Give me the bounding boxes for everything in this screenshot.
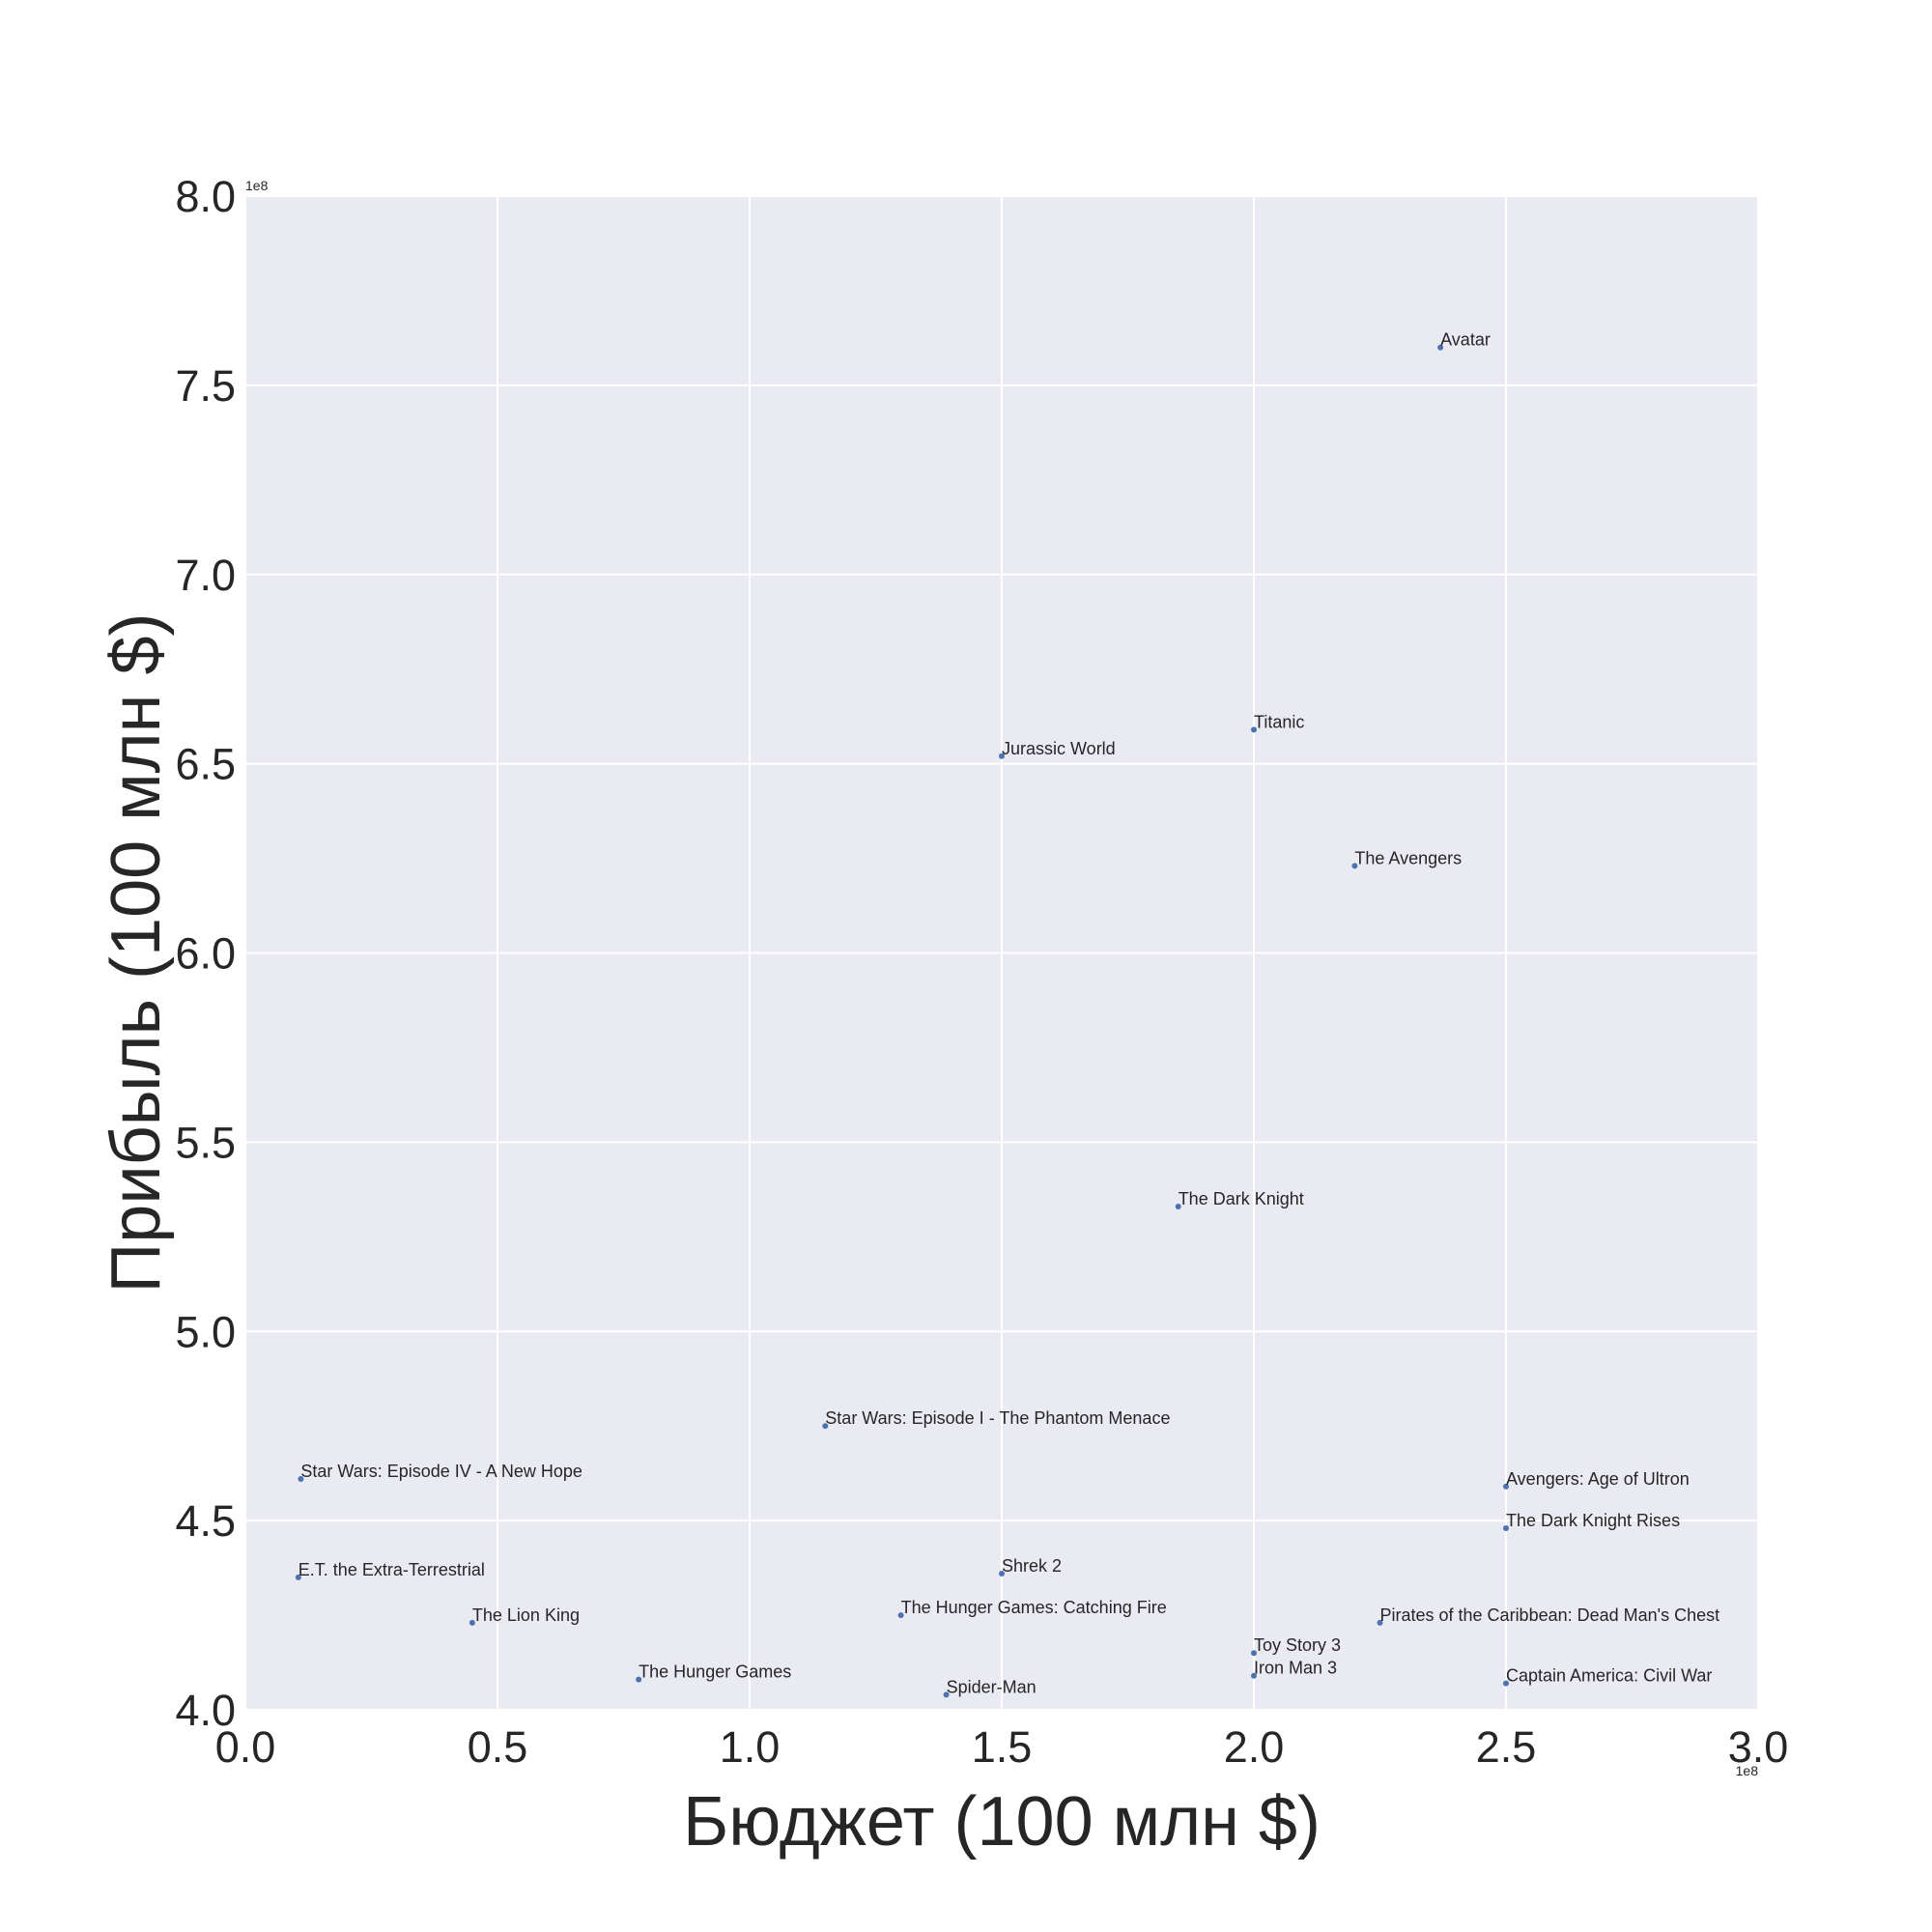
point-label: The Lion King [472, 1605, 580, 1625]
y-offset-label: 1e8 [245, 178, 269, 193]
y-tick-label: 7.5 [175, 361, 236, 411]
data-point [295, 1574, 301, 1580]
y-tick-label: 5.0 [175, 1307, 236, 1356]
data-point [897, 1612, 904, 1619]
data-point [1251, 726, 1257, 733]
y-tick-label: 7.0 [175, 551, 236, 600]
y-axis-title: Прибыль (100 млн $) [98, 613, 175, 1293]
data-point [1503, 1524, 1509, 1531]
data-point [1175, 1203, 1181, 1209]
x-tick-label: 0.5 [468, 1722, 528, 1772]
point-label: The Dark Knight [1179, 1189, 1304, 1208]
y-tick-labels: 4.0 4.5 5.0 5.5 6.0 6.5 7.0 7.5 8.0 [175, 172, 236, 1735]
data-point [1503, 1680, 1509, 1687]
x-tick-labels: 0.0 0.5 1.0 1.5 2.0 2.5 3.0 [215, 1722, 1789, 1772]
x-offset-label: 1e8 [1736, 1763, 1759, 1778]
point-label: Captain America: Civil War [1506, 1666, 1712, 1686]
x-tick-label: 1.5 [972, 1722, 1033, 1772]
point-label: The Hunger Games: Catching Fire [901, 1598, 1167, 1617]
point-label: Iron Man 3 [1254, 1659, 1337, 1678]
gridlines [244, 195, 1759, 1711]
data-points [295, 344, 1509, 1698]
data-point [822, 1423, 829, 1430]
point-labels: Avatar Titanic Jurassic World The Avengers T… [298, 330, 1719, 1697]
data-point [999, 753, 1005, 759]
point-label: Star Wars: Episode I - The Phantom Menac… [825, 1408, 1170, 1428]
y-tick-label: 6.0 [175, 929, 236, 979]
point-label: Toy Story 3 [1254, 1635, 1341, 1655]
point-label: Pirates of the Caribbean: Dead Man's Che… [1380, 1605, 1720, 1625]
x-tick-label: 2.5 [1476, 1722, 1537, 1772]
point-label: Avengers: Age of Ultron [1506, 1469, 1690, 1489]
point-label: The Avengers [1354, 848, 1462, 867]
point-label: Avatar [1440, 330, 1491, 350]
y-tick-label: 6.5 [175, 740, 236, 789]
data-point [1503, 1483, 1509, 1490]
x-tick-label: 3.0 [1728, 1722, 1789, 1772]
x-tick-label: 2.0 [1224, 1722, 1285, 1772]
data-point [1251, 1672, 1257, 1679]
data-point [636, 1676, 642, 1683]
data-point [1351, 863, 1358, 869]
data-point [999, 1570, 1005, 1577]
data-point [469, 1619, 475, 1626]
point-label: Jurassic World [1002, 739, 1116, 758]
data-point [943, 1691, 950, 1698]
data-point [1251, 1650, 1257, 1657]
point-label: Shrek 2 [1002, 1556, 1062, 1576]
y-tick-label: 5.5 [175, 1118, 236, 1167]
data-point [298, 1476, 304, 1483]
y-tick-label: 4.0 [175, 1686, 236, 1735]
x-tick-label: 1.0 [720, 1722, 781, 1772]
data-point [1377, 1619, 1383, 1626]
x-tick-label: 0.0 [215, 1722, 276, 1772]
data-point [1437, 344, 1444, 351]
point-label: The Hunger Games [639, 1662, 791, 1682]
point-label: Titanic [1254, 712, 1304, 731]
point-label: E.T. the Extra-Terrestrial [298, 1560, 485, 1579]
point-label: Spider-Man [947, 1677, 1037, 1696]
point-label: Star Wars: Episode IV - A New Hope [300, 1462, 582, 1481]
y-tick-label: 4.5 [175, 1496, 236, 1546]
y-tick-label: 8.0 [175, 172, 236, 221]
x-axis-title: Бюджет (100 млн $) [683, 1783, 1321, 1861]
point-label: The Dark Knight Rises [1506, 1511, 1680, 1530]
